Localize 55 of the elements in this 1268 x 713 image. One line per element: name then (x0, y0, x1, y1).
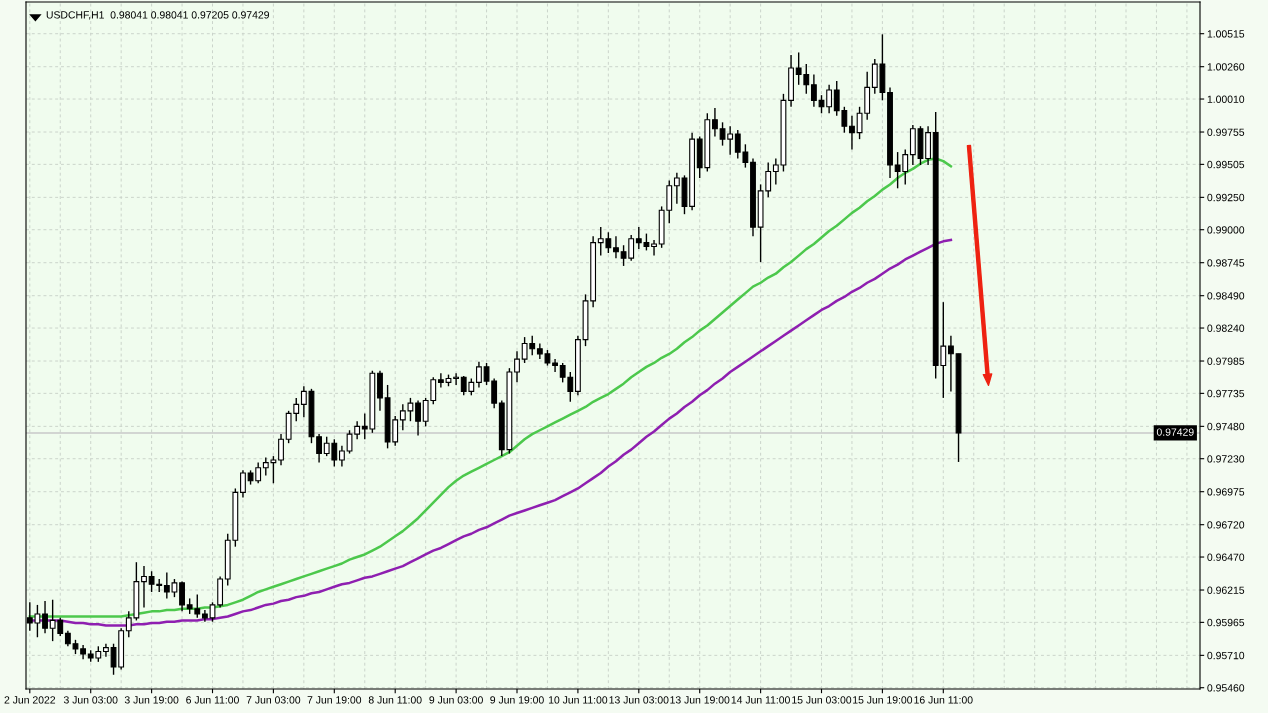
candlestick (240, 469, 246, 499)
x-tick-label: 7 Jun 19:00 (307, 696, 362, 704)
candlestick (948, 335, 954, 393)
y-tick-label: 1.00260 (1207, 63, 1245, 71)
y-tick-label: 0.99000 (1207, 226, 1245, 234)
candlestick (179, 580, 185, 613)
x-tick-label: 3 Jun 19:00 (124, 696, 179, 704)
x-tick-label: 13 Jun 19:00 (670, 696, 730, 704)
y-tick-label: 1.00010 (1207, 95, 1245, 103)
y-tick-label: 0.98490 (1207, 292, 1245, 300)
y-tick-label: 0.96470 (1207, 553, 1245, 561)
y-tick-label: 0.97230 (1207, 455, 1245, 463)
x-tick-label: 9 Jun 03:00 (429, 696, 483, 704)
y-tick-label: 0.98240 (1207, 324, 1245, 332)
candlestick (712, 107, 718, 138)
y-tick-label: 0.95965 (1207, 618, 1245, 627)
y-tick-label: 0.99755 (1207, 128, 1245, 136)
candlestick (514, 350, 520, 384)
y-tick-label: 0.95460 (1207, 684, 1245, 692)
x-tick-label: 6 Jun 11:00 (186, 696, 239, 704)
candlestick (476, 360, 482, 389)
y-tick-label: 0.98745 (1207, 259, 1245, 267)
x-tick-label: 9 Jun 19:00 (490, 696, 544, 704)
candlestick (141, 565, 147, 609)
x-tick-label: 14 Jun 11:00 (731, 696, 790, 704)
candlestick (613, 235, 619, 259)
candlestick (415, 399, 421, 437)
x-tick-label: 16 Jun 11:00 (914, 696, 973, 704)
y-tick-label: 0.97985 (1207, 357, 1245, 365)
x-tick-label: 8 Jun 11:00 (368, 696, 422, 704)
y-tick-label: 1.00515 (1207, 30, 1245, 38)
y-tick-label: 0.95710 (1207, 651, 1245, 660)
candlestick (42, 600, 48, 635)
y-tick-label: 0.96215 (1207, 586, 1245, 594)
y-tick-label: 0.99505 (1207, 160, 1245, 169)
candlestick (278, 433, 284, 466)
candlestick (339, 445, 345, 468)
y-tick-label: 0.96975 (1207, 488, 1245, 496)
y-tick-label: 0.99250 (1207, 193, 1245, 202)
text: USDCHF,H1 0.98041 0.98041 0.97205 0.97429 (46, 11, 269, 20)
x-tick-label: 15 Jun 03:00 (792, 696, 852, 704)
x-tick-label: 13 Jun 03:00 (609, 696, 669, 704)
x-tick-label: 15 Jun 19:00 (853, 696, 913, 704)
x-tick-label: 10 Jun 11:00 (548, 696, 608, 704)
y-tick-label: 0.96720 (1207, 521, 1245, 529)
x-tick-label: 7 Jun 03:00 (246, 696, 301, 704)
y-tick-label: 0.97735 (1207, 389, 1245, 398)
x-tick-label: 3 Jun 03:00 (63, 696, 118, 704)
x-tick-label: 2 Jun 2022 (4, 696, 56, 704)
candlestick (552, 358, 558, 373)
candlestick (316, 433, 322, 464)
candlestick (849, 115, 855, 151)
y-tick-label: 0.97480 (1207, 422, 1245, 431)
ref-line-label: 0.97429 (1156, 428, 1194, 436)
candlestick (651, 239, 657, 257)
